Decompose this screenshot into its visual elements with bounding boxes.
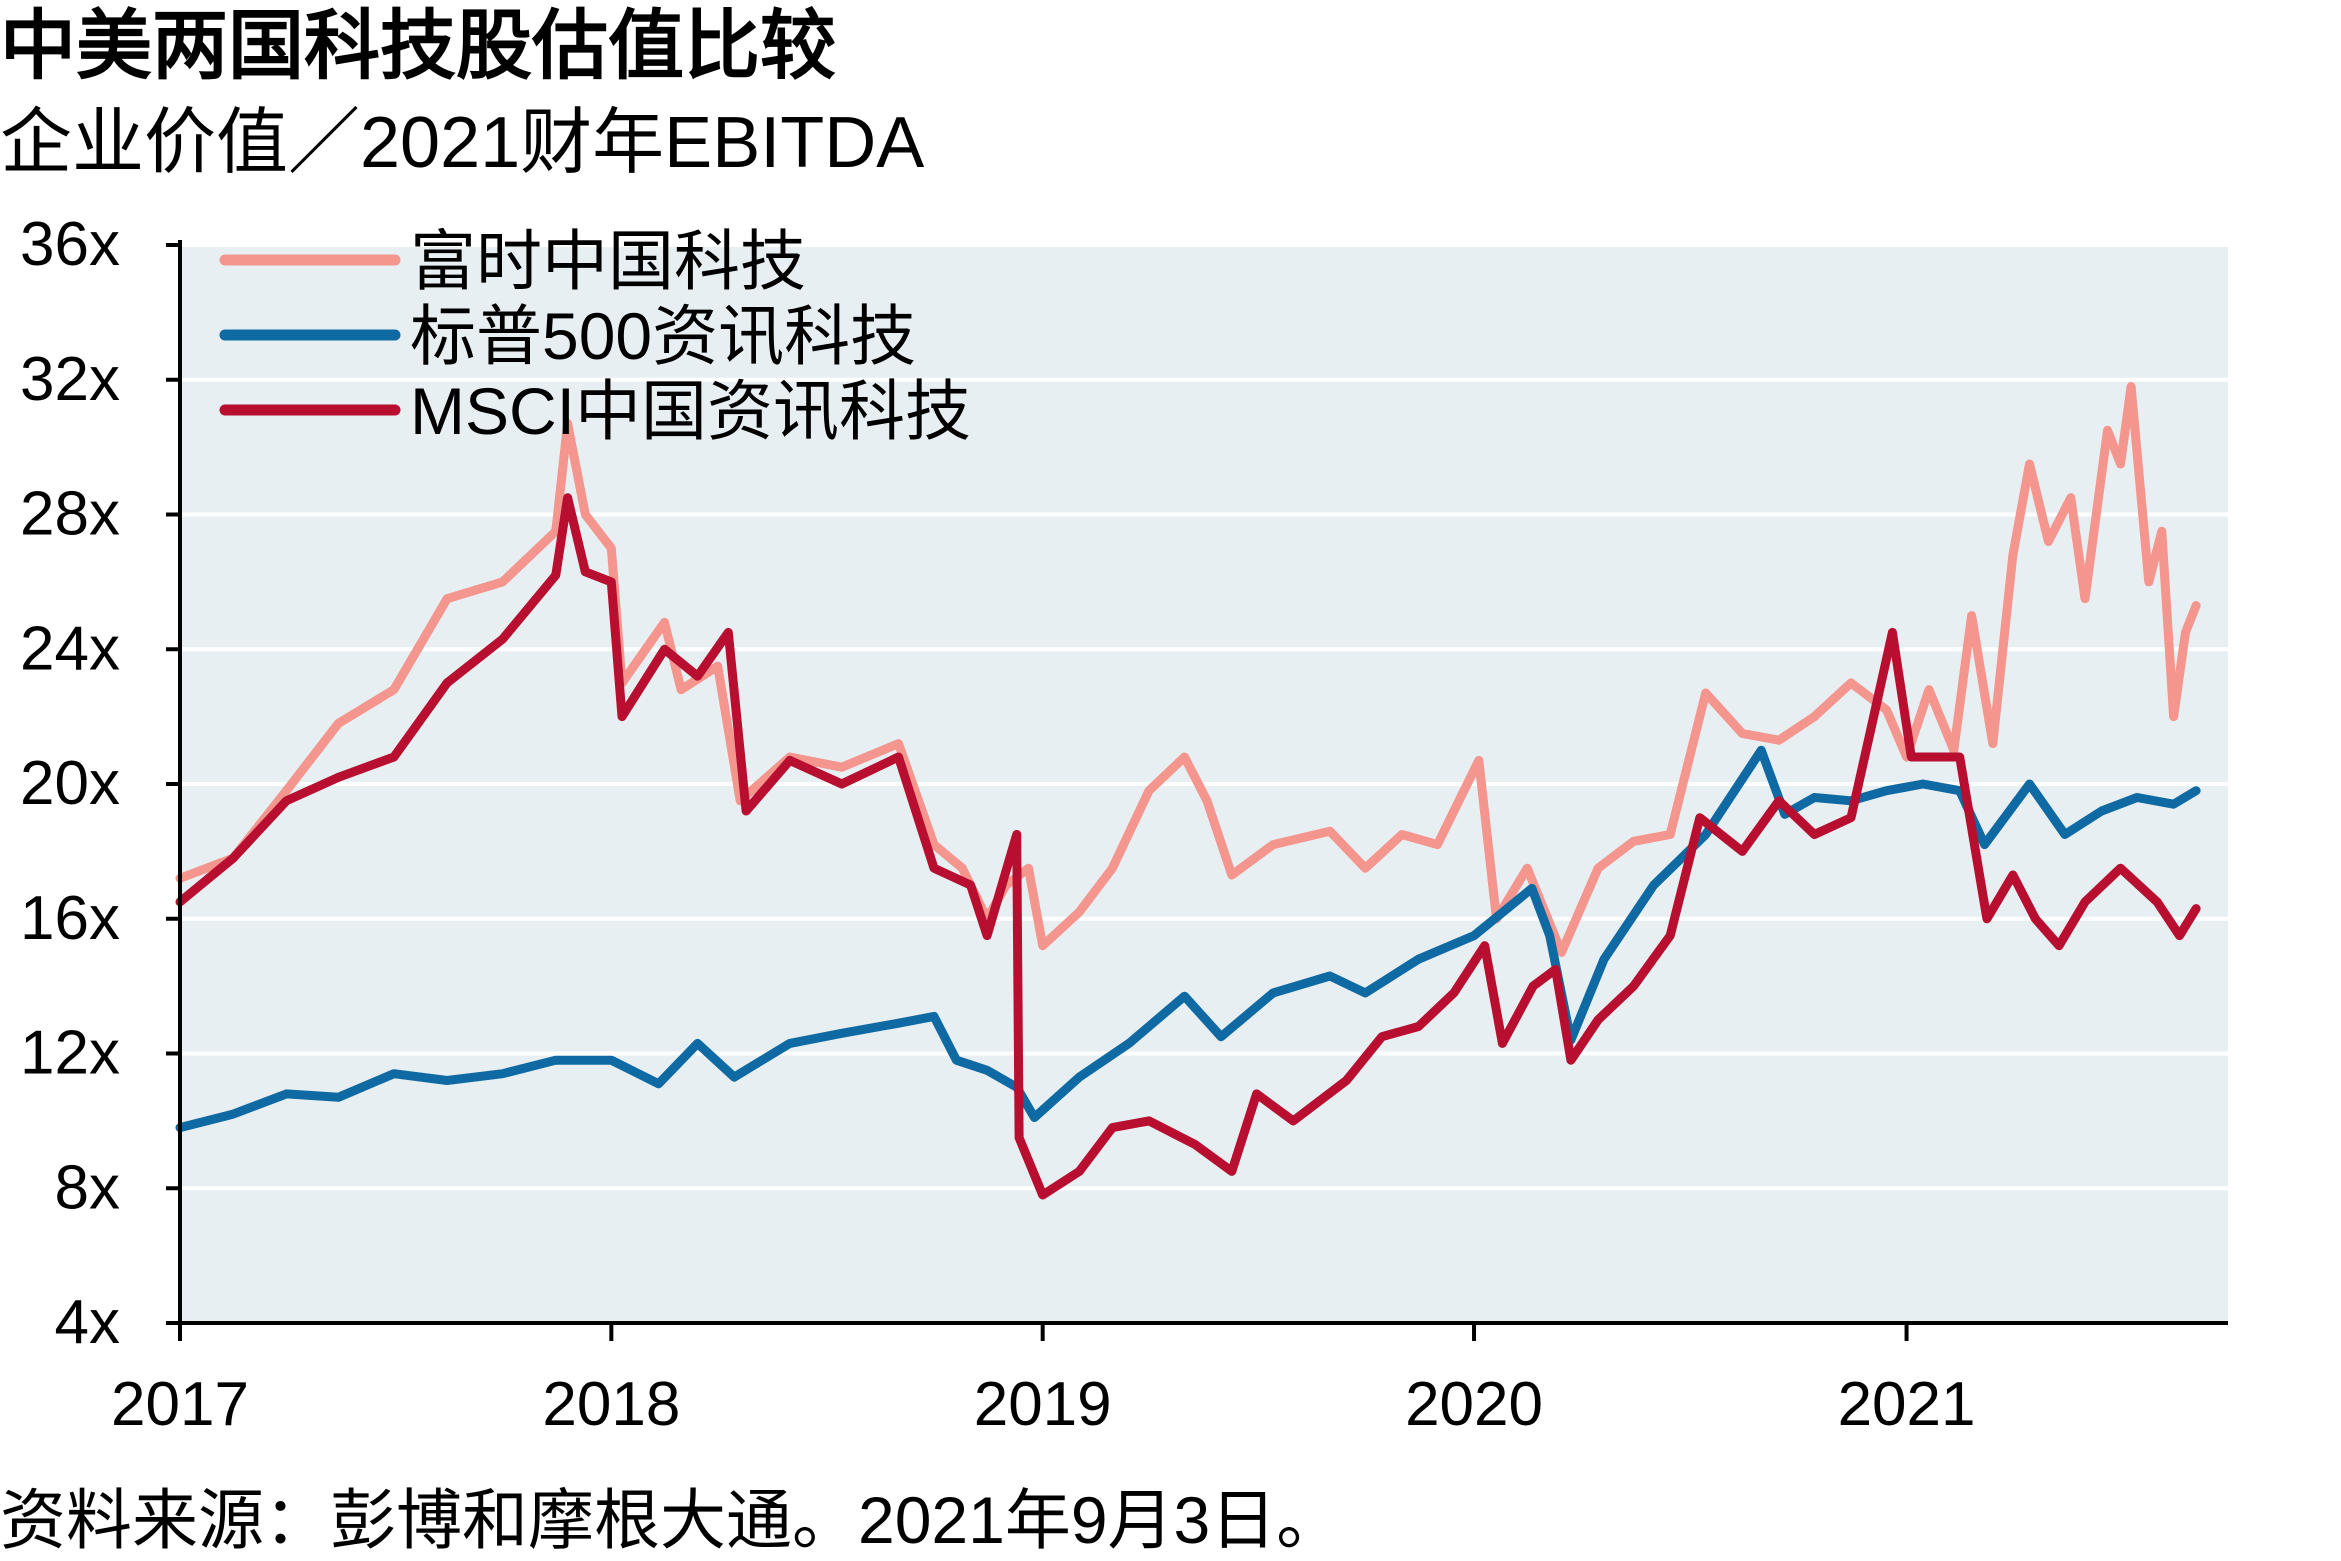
y-tick-label: 28x [20,480,120,549]
x-tick-label: 2017 [111,1370,249,1439]
y-tick-label: 12x [20,1019,120,1088]
y-tick-label: 8x [55,1153,120,1222]
series-line-3 [175,493,2201,1200]
x-tick-label: 2018 [542,1370,680,1439]
y-tick-label: 24x [20,614,120,683]
legend-label-3: MSCI中国资讯科技 [410,374,971,448]
x-tick-label: 2021 [1838,1370,1976,1439]
x-tick-label: 2020 [1405,1370,1543,1439]
y-tick-label: 20x [20,749,120,818]
y-tick-label: 4x [55,1288,120,1357]
series-line-2 [175,745,2201,1133]
source-note: 资料来源：彭博和摩根大通。2021年9月3日。 [0,1483,1343,1557]
y-tick-label: 32x [20,345,120,414]
chart-subtitle: 企业价值／2021财年EBITDA [0,103,925,183]
chart-title: 中美两国科技股估值比较 [0,4,836,89]
y-tick-label: 36x [20,210,120,279]
x-tick-label: 2019 [974,1370,1112,1439]
legend-label-1: 富时中国科技 [410,224,806,298]
y-tick-label: 16x [20,884,120,953]
legend-label-2: 标普500资讯科技 [410,299,916,373]
